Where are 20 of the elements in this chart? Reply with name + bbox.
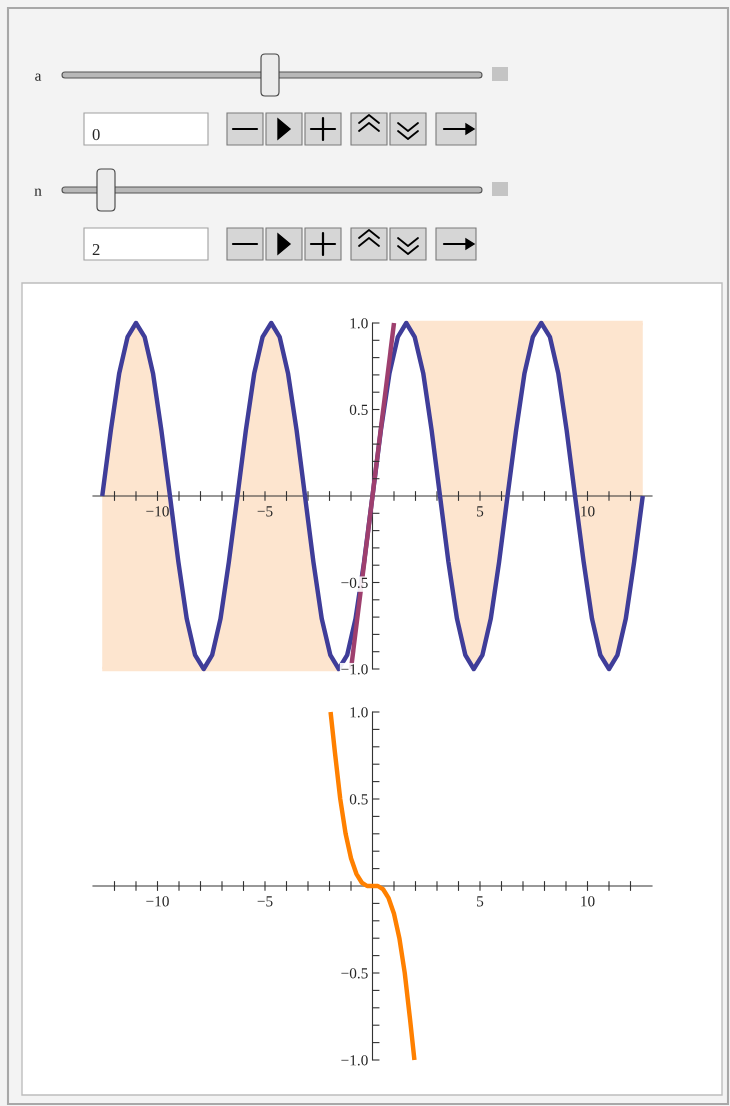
y-tick-label: 1.0: [350, 318, 368, 329]
x-tick-label: 10: [581, 896, 595, 907]
x-tick-label: 10: [581, 506, 595, 517]
y-tick-label: −1.0: [341, 664, 368, 675]
text: 0: [92, 128, 100, 141]
y-tick-label: 0.5: [349, 404, 368, 416]
x-tick-label: −10: [146, 506, 169, 517]
y-tick-label: 0.5: [349, 794, 368, 805]
y-tick-label: −0.5: [341, 968, 368, 979]
x-tick-label: 5: [477, 506, 484, 517]
x-tick-label: −10: [146, 896, 169, 907]
y-tick-label: −1.0: [341, 1055, 368, 1066]
x-tick-label: −5: [257, 506, 273, 517]
text: 2: [92, 243, 100, 255]
y-tick-label: 1.0: [350, 707, 368, 718]
x-tick-label: 5: [477, 896, 484, 907]
y-tick-label: −0.5: [341, 577, 368, 589]
text: a: [35, 73, 42, 81]
text: n: [34, 188, 42, 196]
x-tick-label: −5: [257, 896, 273, 907]
